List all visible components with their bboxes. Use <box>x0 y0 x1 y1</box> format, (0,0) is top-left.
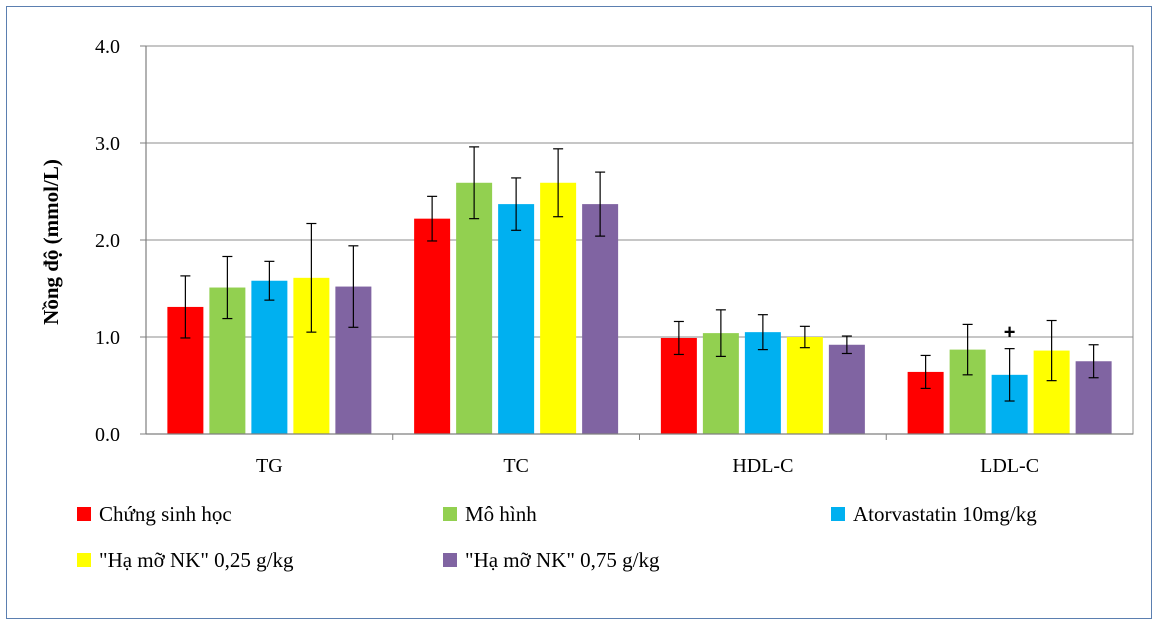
legend-label: "Hạ mỡ NK" 0,75 g/kg <box>465 548 660 572</box>
legend-label: "Hạ mỡ NK" 0,25 g/kg <box>99 548 294 572</box>
legend-label: Mô hình <box>465 502 537 526</box>
legend-swatch <box>443 507 457 521</box>
legend-swatch <box>77 553 91 567</box>
bar <box>456 182 493 434</box>
bar <box>498 204 535 434</box>
bar <box>828 344 865 434</box>
bar <box>540 182 577 434</box>
error-bars <box>180 146 1099 402</box>
x-tick-label: TG <box>256 455 283 477</box>
y-tick-label: 1.0 <box>95 327 120 349</box>
x-tick-label: LDL-C <box>980 455 1039 477</box>
bars <box>167 182 1112 434</box>
tick-labels: 0.0 1.0 2.0 3.0 4.0 TG TC HDL-C LDL-C + <box>95 36 1039 477</box>
bar <box>414 218 451 434</box>
bar <box>786 337 823 434</box>
y-tick-label: 0.0 <box>95 424 120 446</box>
x-tick-label: HDL-C <box>732 455 793 477</box>
bar <box>251 280 288 434</box>
legend-swatch <box>77 507 91 521</box>
y-tick-label: 4.0 <box>95 36 120 58</box>
bar <box>582 204 619 434</box>
y-axis-title: Nồng độ (mmol/L) <box>39 159 63 325</box>
legend-label: Atorvastatin 10mg/kg <box>853 502 1037 526</box>
axes <box>140 45 1134 440</box>
y-tick-label: 2.0 <box>95 230 120 252</box>
x-tick-label: TC <box>503 455 529 477</box>
legend-swatch <box>831 507 845 521</box>
legend-swatch <box>443 553 457 567</box>
legend-label: Chứng sinh học <box>99 502 232 526</box>
legend: Chứng sinh học Mô hình Atorvastatin 10mg/k… <box>77 502 1037 572</box>
annotation-label: + <box>1004 322 1016 344</box>
y-tick-label: 3.0 <box>95 133 120 155</box>
